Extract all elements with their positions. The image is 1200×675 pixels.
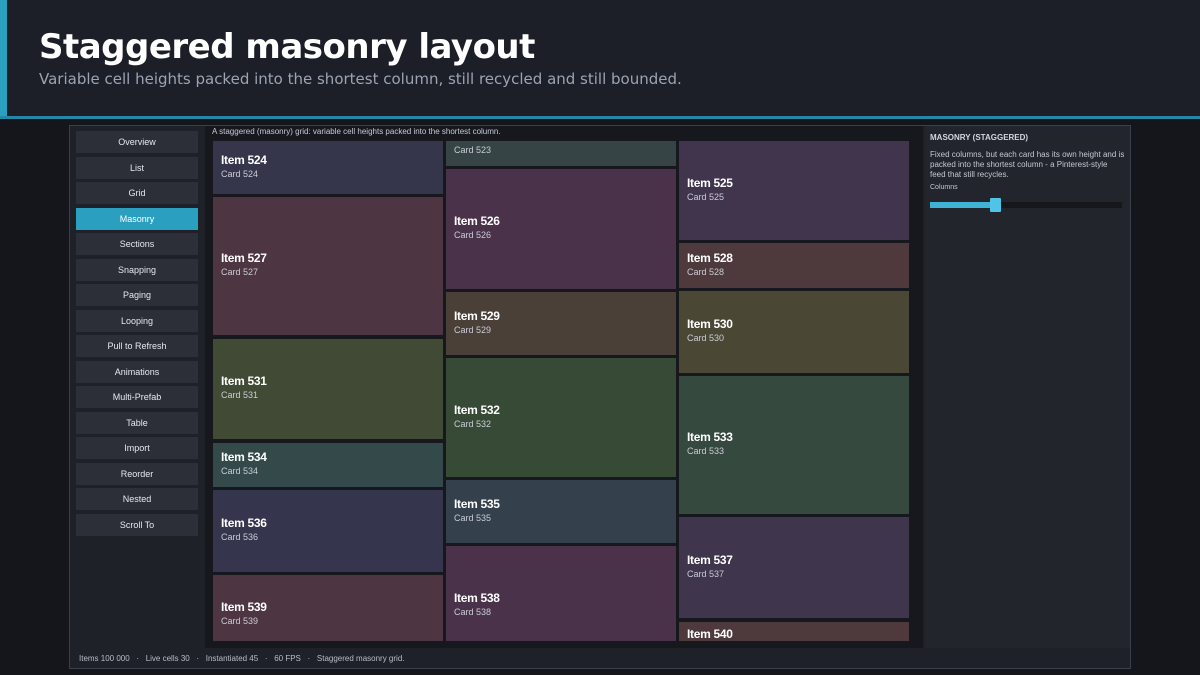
sidebar-item-list[interactable]: List xyxy=(76,156,198,179)
sidebar-item-import[interactable]: Import xyxy=(76,437,198,459)
columns-label: Columns xyxy=(930,184,958,191)
sidebar-item-paging[interactable]: Paging xyxy=(76,284,198,306)
status-bar: Items 100 000 · Live cells 30 · Instanti… xyxy=(79,654,405,663)
content-panel: A staggered (masonry) grid: variable cel… xyxy=(205,126,923,648)
card-subtitle: Card 524 xyxy=(221,168,259,179)
card-title: Item 526 xyxy=(454,214,500,228)
card-subtitle: Card 523 xyxy=(454,144,492,155)
masonry-card[interactable]: Item 538 Card 538 xyxy=(446,546,676,641)
card-title: Item 533 xyxy=(687,430,733,444)
card-title: Item 531 xyxy=(221,374,267,388)
sidebar-item-snapping[interactable]: Snapping xyxy=(76,258,198,281)
card-title: Item 532 xyxy=(454,402,500,417)
masonry-card[interactable]: Item 540Card 540 xyxy=(679,622,909,641)
masonry-card[interactable]: Item 524 Card 524 xyxy=(213,141,443,194)
card-title: Item 537 xyxy=(687,552,733,567)
columns-slider[interactable] xyxy=(930,198,1122,212)
masonry-card[interactable]: Item 533 Card 533 xyxy=(679,376,909,514)
masonry-card[interactable]: Item 526 Card 526 xyxy=(446,169,676,289)
masonry-card[interactable]: Item 525 Card 525 xyxy=(679,141,909,240)
card-subtitle: Card 536 xyxy=(221,532,259,542)
card-subtitle: Card 525 xyxy=(687,191,725,202)
columns-slider-fill xyxy=(930,202,996,208)
sidebar-item-masonry[interactable]: Masonry xyxy=(76,207,198,230)
card-subtitle: Card 531 xyxy=(221,390,259,400)
masonry-card[interactable]: Item 523Card 523 xyxy=(446,141,676,166)
card-title: Item 525 xyxy=(687,175,733,190)
card-subtitle: Card 533 xyxy=(687,446,725,456)
card-title: Item 524 xyxy=(221,152,267,167)
masonry-card[interactable]: Item 528 Card 528 xyxy=(679,243,909,288)
content-caption: A staggered (masonry) grid: variable cel… xyxy=(212,127,501,136)
columns-slider-thumb[interactable] xyxy=(990,198,1002,212)
inspector-description: Fixed columns, but each card has its own… xyxy=(930,150,1125,179)
sidebar-item-looping[interactable]: Looping xyxy=(76,309,198,332)
inspector-panel: MASONRY (STAGGERED) Fixed columns, but e… xyxy=(925,126,1130,648)
card-title: Item 527 xyxy=(221,251,267,265)
masonry-card[interactable]: Item 532 Card 532 xyxy=(446,358,676,477)
header-accent-bar xyxy=(0,0,7,117)
masonry-card[interactable]: Item 530 Card 530 xyxy=(679,291,909,373)
card-subtitle: Card 534 xyxy=(221,466,259,476)
page-subtitle: Variable cell heights packed into the sh… xyxy=(39,70,682,88)
card-subtitle: Card 532 xyxy=(454,418,492,429)
header-bar: Staggered masonry layout Variable cell h… xyxy=(0,0,1200,119)
card-subtitle: Card 529 xyxy=(454,324,492,335)
masonry-card[interactable]: Item 534 Card 534 xyxy=(213,443,443,487)
card-title: Item 536 xyxy=(221,516,267,530)
card-title: Item 539 xyxy=(221,600,267,614)
masonry-card[interactable]: Item 539 Card 539 xyxy=(213,575,443,641)
page-title: Staggered masonry layout xyxy=(39,27,535,67)
sidebar-item-reorder[interactable]: Reorder xyxy=(76,462,198,485)
card-title: Item 535 xyxy=(454,496,500,511)
sidebar-item-nested[interactable]: Nested xyxy=(76,488,198,510)
card-title: Item 530 xyxy=(687,317,733,331)
sidebar-item-multi-prefab[interactable]: Multi-Prefab xyxy=(76,386,198,408)
masonry-card[interactable]: Item 535 Card 535 xyxy=(446,480,676,543)
header-divider xyxy=(0,116,1200,119)
card-subtitle: Card 526 xyxy=(454,230,492,240)
sidebar-item-scroll-to[interactable]: Scroll To xyxy=(76,513,198,536)
sidebar-item-table[interactable]: Table xyxy=(76,411,198,434)
card-title: Item 528 xyxy=(687,250,733,265)
sidebar-item-grid[interactable]: Grid xyxy=(76,182,198,204)
sidebar-item-sections[interactable]: Sections xyxy=(76,233,198,255)
card-title: Item 540 xyxy=(687,627,733,641)
card-subtitle: Card 539 xyxy=(221,616,259,626)
card-subtitle: Card 530 xyxy=(687,333,725,343)
card-subtitle: Card 535 xyxy=(454,512,492,523)
card-subtitle: Card 527 xyxy=(221,267,259,277)
masonry-card[interactable]: Item 536 Card 536 xyxy=(213,490,443,572)
card-title: Item 538 xyxy=(454,591,500,605)
demo-window: Overview List Grid Masonry Sections Snapping P… xyxy=(69,125,1131,669)
sidebar-nav: Overview List Grid Masonry Sections Snapping P… xyxy=(76,131,198,539)
sidebar-item-pull-to-refresh[interactable]: Pull to Refresh xyxy=(76,335,198,357)
card-title: Item 523 xyxy=(454,141,500,143)
masonry-card[interactable]: Item 529 Card 529 xyxy=(446,292,676,355)
inspector-title: MASONRY (STAGGERED) xyxy=(930,133,1029,142)
card-title: Item 534 xyxy=(221,450,267,464)
sidebar-item-overview[interactable]: Overview xyxy=(76,131,198,153)
masonry-card[interactable]: Item 527 Card 527 xyxy=(213,197,443,335)
card-subtitle: Card 537 xyxy=(687,568,725,579)
masonry-card[interactable]: Item 531 Card 531 xyxy=(213,339,443,439)
masonry-card[interactable]: Item 537 Card 537 xyxy=(679,517,909,618)
card-subtitle: Card 538 xyxy=(454,607,492,617)
card-subtitle: Card 528 xyxy=(687,266,725,277)
card-title: Item 529 xyxy=(454,308,500,323)
sidebar-item-animations[interactable]: Animations xyxy=(76,360,198,383)
